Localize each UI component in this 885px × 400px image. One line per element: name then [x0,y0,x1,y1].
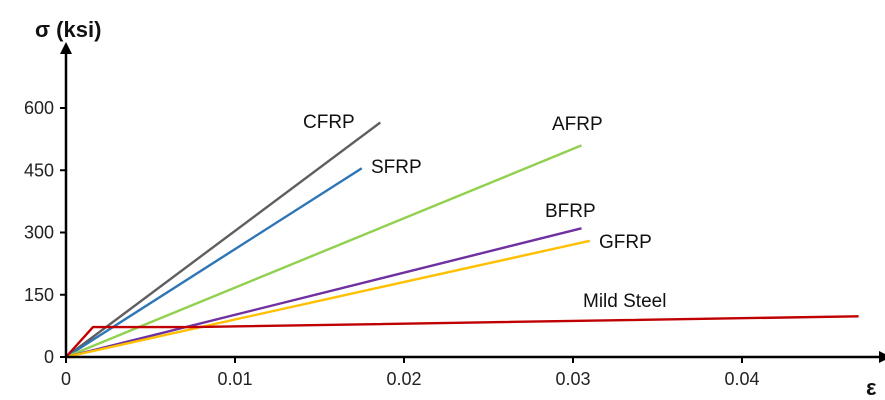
series-label-gfrp: GFRP [599,232,652,253]
x-tick-label-0-02: 0.02 [386,369,421,389]
x-tick-label-0: 0 [61,369,71,389]
series-line-cfrp [65,121,382,358]
series-label-sfrp: SFRP [371,157,422,178]
series-line-mild-steel [65,315,859,358]
x-tick-label-0-01: 0.01 [217,369,252,389]
y-tick-label-300: 300 [24,223,54,243]
y-tick-label-150: 150 [24,285,54,305]
y-ticks: 0 150 300 450 600 [24,98,66,367]
series-layer [65,121,859,359]
x-ticks: 0 0.01 0.02 0.03 0.04 [61,357,760,389]
x-tick-label-0-04: 0.04 [724,369,759,389]
series-label-afrp: AFRP [552,114,603,135]
series-label-bfrp: BFRP [545,201,596,222]
x-axis-label: ε [866,375,877,400]
series-line-bfrp [65,227,582,359]
x-tick-label-0-03: 0.03 [555,369,590,389]
y-tick-label-600: 600 [24,98,54,118]
series-line-sfrp [65,167,363,359]
series-line-gfrp [65,239,591,359]
y-tick-label-0: 0 [44,347,54,367]
y-tick-label-450: 450 [24,160,54,180]
series-label-cfrp: CFRP [303,112,355,133]
series-label-mild-steel: Mild Steel [583,291,666,312]
series-line-afrp [65,144,582,359]
y-axis-label: σ (ksi) [35,17,101,42]
